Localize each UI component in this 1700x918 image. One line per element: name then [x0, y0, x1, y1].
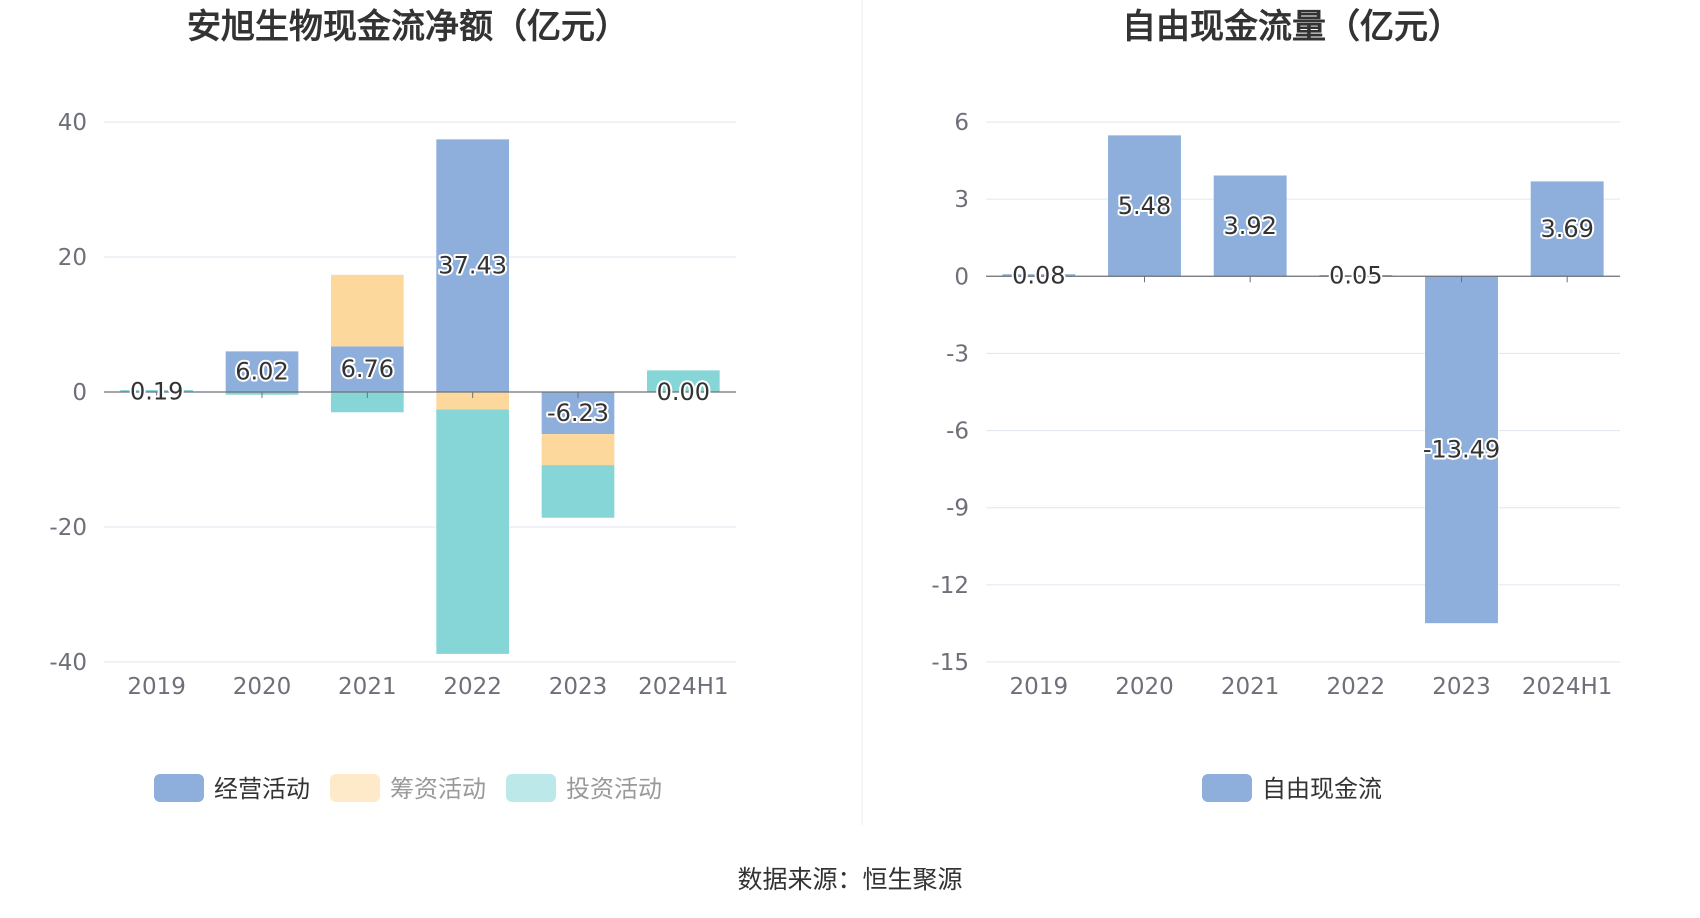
bar [646, 370, 720, 392]
bar [436, 139, 510, 392]
data-label: 0.00 [657, 378, 710, 406]
bar [120, 390, 194, 392]
data-label: -6.23 [547, 399, 609, 427]
x-tick-label: 2019 [127, 674, 186, 700]
bar [1425, 276, 1498, 624]
bar [1002, 274, 1076, 277]
bar [330, 346, 404, 392]
y-tick-label: 3 [954, 187, 969, 213]
legend-swatch [506, 774, 556, 802]
data-label: 0.08 [1012, 261, 1065, 289]
bar [330, 274, 404, 347]
legend-swatch [330, 774, 380, 802]
x-tick-label: 2022 [1327, 674, 1386, 700]
x-tick-label: 2020 [1115, 674, 1174, 700]
y-tick-label: -15 [931, 650, 969, 676]
y-tick-label: -9 [946, 496, 969, 522]
bar [1213, 175, 1287, 277]
x-tick-label: 2022 [443, 674, 502, 700]
data-label: 3.92 [1223, 212, 1276, 240]
x-tick-label: 2021 [338, 674, 397, 700]
data-label: 5.48 [1118, 192, 1171, 220]
y-tick-label: -12 [931, 573, 969, 599]
legend-swatch [154, 774, 204, 802]
bar [436, 392, 510, 410]
legend-label: 投资活动 [566, 775, 662, 803]
data-label: 6.76 [341, 355, 394, 383]
bar [436, 409, 510, 654]
bar [541, 434, 615, 466]
x-tick-label: 2024H1 [1522, 674, 1612, 700]
source-note: 数据来源：恒生聚源 [737, 865, 962, 894]
bar [541, 465, 615, 518]
y-tick-label: -3 [946, 341, 969, 367]
cash-flow-chart: 安旭生物现金流净额（亿元） 40 20 0 -20 -40 2019 2020 2021 2022… [49, 7, 736, 803]
y-tick-label: 6 [954, 110, 969, 136]
x-tick-label: 2024H1 [638, 674, 728, 700]
x-tick-label: 2023 [549, 674, 608, 700]
legend-swatch [1202, 774, 1252, 802]
bar [541, 392, 615, 435]
x-tick-label: 2021 [1221, 674, 1280, 700]
y-tick-label: 0 [72, 380, 87, 406]
x-tick-label: 2020 [233, 674, 292, 700]
y-tick-label: -40 [49, 650, 87, 676]
y-tick-label: -6 [946, 419, 969, 445]
data-label: 3.69 [1540, 215, 1593, 243]
bar [1530, 181, 1604, 277]
chart-title: 安旭生物现金流净额（亿元） [187, 7, 629, 47]
chart-title: 自由现金流量（亿元） [1122, 7, 1462, 47]
data-label: 6.02 [235, 358, 288, 386]
y-tick-label: 20 [58, 245, 87, 271]
legend-label: 筹资活动 [390, 775, 486, 803]
y-tick-label: 40 [58, 110, 87, 136]
data-label: 0.05 [1329, 262, 1382, 290]
free-cash-flow-chart: 自由现金流量（亿元） 6 3 0 -3 -6 -9 -12 -15 2019 2020 2021 202… [931, 7, 1620, 803]
bar [225, 351, 299, 392]
y-tick-label: -20 [49, 515, 87, 541]
legend-label: 自由现金流 [1262, 775, 1382, 803]
x-tick-label: 2023 [1432, 674, 1491, 700]
data-label: 37.43 [438, 252, 507, 280]
data-label: 0.19 [130, 377, 183, 405]
legend-label: 经营活动 [214, 775, 310, 803]
y-tick-label: 0 [954, 264, 969, 290]
x-tick-label: 2019 [1010, 674, 1069, 700]
bar [330, 392, 404, 413]
data-label: -13.49 [1423, 436, 1500, 464]
bar [1108, 135, 1181, 277]
